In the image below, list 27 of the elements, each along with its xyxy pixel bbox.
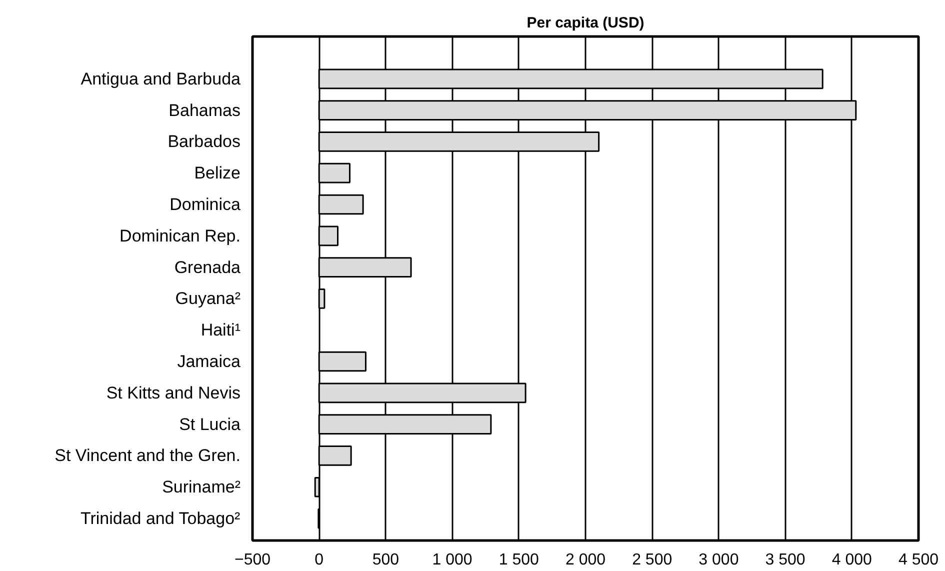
chart-title: Per capita (USD) <box>526 14 644 32</box>
y-tick-label: Belize <box>194 164 241 183</box>
y-tick-label: Haiti¹ <box>200 320 241 340</box>
y-tick-label: St Lucia <box>179 414 242 434</box>
x-tick-label: 3 000 <box>698 552 739 568</box>
y-tick-label: St Vincent and the Gren. <box>54 446 241 466</box>
x-tick-label: −500 <box>234 552 271 568</box>
x-tick-label: 1 000 <box>432 552 472 568</box>
y-tick-label: Guyana² <box>175 289 241 308</box>
y-tick-label: Dominica <box>170 195 242 214</box>
y-tick-label: Antigua and Barbuda <box>80 69 242 88</box>
y-tick-label: Dominican Rep. <box>120 226 241 246</box>
x-tick-label: 4 500 <box>898 552 939 568</box>
y-tick-label: Bahamas <box>168 100 241 120</box>
x-tick-label: 500 <box>372 552 400 568</box>
x-tick-label: 0 <box>314 552 324 568</box>
y-tick-label: Barbados <box>168 132 241 152</box>
x-tick-label: 3 500 <box>765 552 806 568</box>
y-tick-label: Grenada <box>174 258 242 277</box>
y-tick-label: Trinidad and Tobago² <box>80 509 241 528</box>
x-tick-label: 2 500 <box>632 552 672 568</box>
x-tick-label: 4 000 <box>832 552 872 568</box>
y-tick-label: Jamaica <box>177 352 242 372</box>
x-tick-label: 1 500 <box>498 552 540 568</box>
x-tick-label: 2 000 <box>565 552 606 568</box>
y-tick-label: St Kitts and Nevis <box>106 383 241 402</box>
y-tick-label: Suriname² <box>162 478 241 497</box>
